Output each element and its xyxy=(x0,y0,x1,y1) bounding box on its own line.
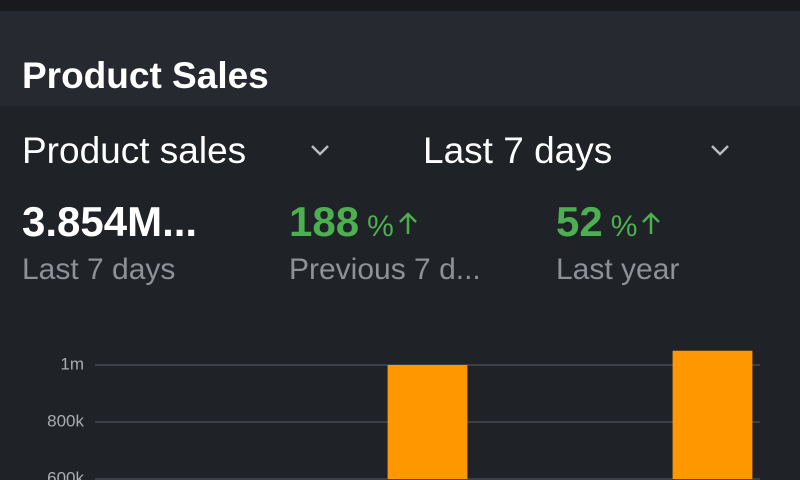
metric-unit: % xyxy=(367,210,394,243)
metric-value: 3.854M... xyxy=(22,198,198,245)
metric-label: Previous 7 d... xyxy=(289,253,481,286)
y-tick-label: 800k xyxy=(47,411,84,430)
chevron-icon[interactable] xyxy=(708,140,732,160)
status-bar xyxy=(0,0,800,11)
arrow-up-icon xyxy=(398,212,417,234)
metric-value: 52 xyxy=(556,198,603,245)
arrow-up-icon xyxy=(642,212,661,234)
header xyxy=(0,11,800,106)
metric-label: Last year xyxy=(556,253,680,286)
chart: 600k 800k 1m xyxy=(47,350,760,480)
metric-unit: % xyxy=(610,210,638,243)
metric-label: Last 7 days xyxy=(22,253,176,286)
bar xyxy=(672,350,753,479)
y-tick-label: 600k xyxy=(47,468,84,480)
dropdown[interactable]: Product sales xyxy=(22,130,247,171)
metric: 188% xyxy=(289,199,419,250)
bar xyxy=(387,365,468,479)
dropdown[interactable]: Last 7 days xyxy=(423,130,613,171)
chevron-icon[interactable] xyxy=(308,140,332,160)
metric: 52% xyxy=(556,199,662,250)
metric-value: 188 xyxy=(289,198,360,245)
y-tick-label: 1m xyxy=(60,354,84,373)
page-title: Product Sales xyxy=(22,55,269,96)
